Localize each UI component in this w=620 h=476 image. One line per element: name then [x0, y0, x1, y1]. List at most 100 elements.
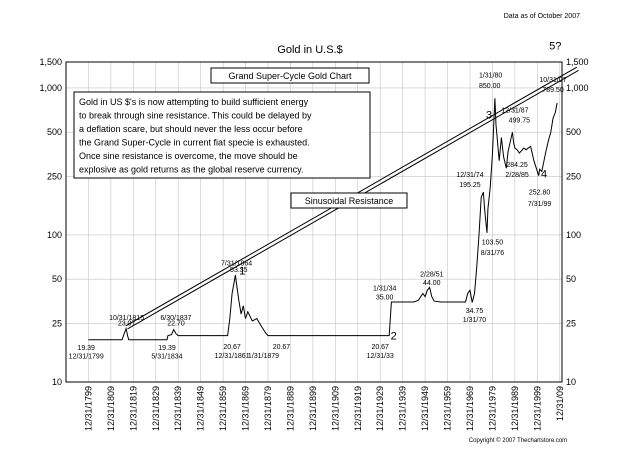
y-axis-ticks: 10 10 25 25 50 50 100 100 250 250 500 500 1,000 1,000…	[39, 57, 588, 387]
price-annotation: 12/31/74	[456, 172, 483, 179]
y-tick-label-right: 100	[566, 230, 581, 240]
chart-title: Gold in U.S.$	[277, 44, 342, 56]
x-tick-label: 12/31/1929	[375, 386, 385, 431]
resistance-label-frame	[290, 192, 408, 209]
x-tick-label: 12/31/09	[555, 386, 565, 421]
price-annotation: 1/31/80	[479, 72, 502, 79]
y-tick-label-right: 500	[566, 127, 581, 137]
y-tick-label-left: 50	[52, 274, 62, 284]
price-annotation: 44.00	[423, 280, 441, 287]
x-tick-label: 12/31/1989	[510, 386, 520, 431]
x-tick-label: 12/31/1859	[218, 386, 228, 431]
commentary-line-2: to break through sine resistance. This c…	[79, 111, 312, 121]
y-tick-label-left: 25	[52, 318, 62, 328]
y-tick-label-left: 250	[47, 171, 62, 181]
y-tick-label-right: 250	[566, 171, 581, 181]
price-annotation: 12/31/33	[367, 353, 394, 360]
price-annotation: 35.00	[376, 294, 394, 301]
price-annotation: 19.39	[158, 345, 176, 352]
price-annotation: 34.75	[466, 308, 484, 315]
x-tick-label: 12/31/1899	[308, 386, 318, 431]
x-tick-label: 12/31/1949	[420, 386, 430, 431]
x-axis-ticks: 12/31/1799 12/31/1809 12/31/1819 12/31/1829…	[83, 386, 564, 431]
y-tick-label-left: 1,000	[39, 83, 62, 93]
x-tick-label: 12/31/1869	[241, 386, 251, 431]
y-tick-label-right: 1,000	[566, 83, 589, 93]
y-tick-label-right: 50	[566, 274, 576, 284]
price-annotation: 7/31/99	[528, 201, 551, 208]
y-tick-label-right: 25	[566, 318, 576, 328]
x-tick-label: 12/31/1999	[532, 386, 542, 431]
commentary-line-3: a deflation scare, but should never the …	[79, 124, 303, 134]
price-annotation: 284.25	[506, 162, 528, 169]
price-annotation: 2/28/85	[505, 172, 528, 179]
price-annotation: 19.39	[77, 345, 95, 352]
y-tick-label-left: 100	[47, 230, 62, 240]
x-tick-label: 12/31/1939	[398, 386, 408, 431]
price-annotation: 10/31/1815	[109, 315, 144, 322]
x-tick-label: 12/31/1889	[285, 386, 295, 431]
price-annotation: 7/31/1864	[221, 260, 252, 267]
plot-frame	[65, 61, 563, 383]
price-annotation: 252.80	[529, 190, 551, 197]
price-annotation: 103.50	[482, 240, 504, 247]
x-tick-label: 12/31/1839	[173, 386, 183, 431]
wave-label: 3	[486, 109, 492, 121]
wave-label: 1	[239, 265, 245, 277]
x-tick-label: 12/31/1919	[353, 386, 363, 431]
x-tick-label: 12/31/1799	[83, 386, 93, 431]
wave-label: 5?	[549, 40, 561, 52]
price-annotation: 1/31/34	[373, 285, 396, 292]
commentary-line-1: Gold in US $'s is now attempting to buil…	[79, 97, 309, 107]
price-annotation: 8/31/76	[481, 250, 504, 257]
x-tick-label: 12/31/1809	[106, 386, 116, 431]
wave-labels: 1 2 3 4 5?	[239, 40, 561, 342]
x-tick-label: 12/31/1849	[196, 386, 206, 431]
price-annotation: 1/31/70	[463, 317, 486, 324]
price-annotation: 20.67	[223, 344, 241, 351]
y-tick-label-right: 1,500	[566, 57, 589, 67]
subtitle-frame	[210, 67, 370, 84]
price-annotation: 6/30/1837	[160, 315, 191, 322]
price-annotation: 789.50	[542, 87, 564, 94]
price-annotations: 19.3912/31/179910/31/181523.076/30/18372…	[69, 72, 567, 360]
wave-label: 2	[391, 330, 397, 342]
price-annotation: 12/31/87	[501, 108, 528, 115]
price-annotation: 10/31/07	[539, 77, 566, 84]
commentary-frame	[73, 91, 371, 179]
x-tick-label: 12/31/1819	[128, 386, 138, 431]
subtitle-box: Grand Super-Cycle Gold Chart	[210, 67, 370, 84]
commentary-line-5: Once sine resistance is overcome, the mo…	[79, 151, 298, 161]
price-annotation: 2/28/51	[420, 272, 443, 279]
wave-label: 4	[541, 169, 547, 181]
commentary-line-6: explosive as gold returns as the global …	[79, 165, 303, 175]
price-annotation: 53.35	[230, 267, 248, 274]
price-annotation: 12/31/1799	[69, 353, 104, 360]
copyright-label: Copyright © 2007 Thechartstore.com	[469, 437, 567, 444]
y-tick-label-left: 10	[52, 377, 62, 387]
price-annotation: 195.25	[459, 182, 481, 189]
x-tick-label: 12/31/1909	[330, 386, 340, 431]
resistance-label-box: Sinusoidal Resistance	[290, 192, 408, 209]
y-tick-label-left: 500	[47, 127, 62, 137]
y-tick-label-right: 10	[566, 377, 576, 387]
price-annotation: 850.00	[479, 83, 501, 90]
commentary-box: Gold in US $'s is now attempting to buil…	[73, 91, 371, 179]
x-tick-label: 12/31/1979	[487, 386, 497, 431]
price-annotation: 12/31/1861	[215, 353, 250, 360]
resistance-label: Sinusoidal Resistance	[305, 196, 394, 206]
x-tick-label: 12/31/1829	[151, 386, 161, 431]
x-tick-label: 12/31/1959	[443, 386, 453, 431]
y-tick-label-left: 1,500	[39, 57, 62, 67]
price-annotation: 20.67	[273, 344, 291, 351]
price-annotation: 1/31/1879	[248, 353, 279, 360]
subtitle-text: Grand Super-Cycle Gold Chart	[228, 71, 352, 81]
price-annotation: 22.70	[167, 320, 185, 327]
commentary-line-4: the Grand Super-Cycle in current fiat sp…	[79, 138, 310, 148]
price-annotation: 5/31/1834	[151, 353, 182, 360]
x-tick-label: 12/31/1879	[263, 386, 273, 431]
price-annotation: 20.67	[371, 344, 389, 351]
data-as-of-label: Data as of October 2007	[504, 13, 580, 20]
price-annotation: 499.75	[509, 118, 531, 125]
